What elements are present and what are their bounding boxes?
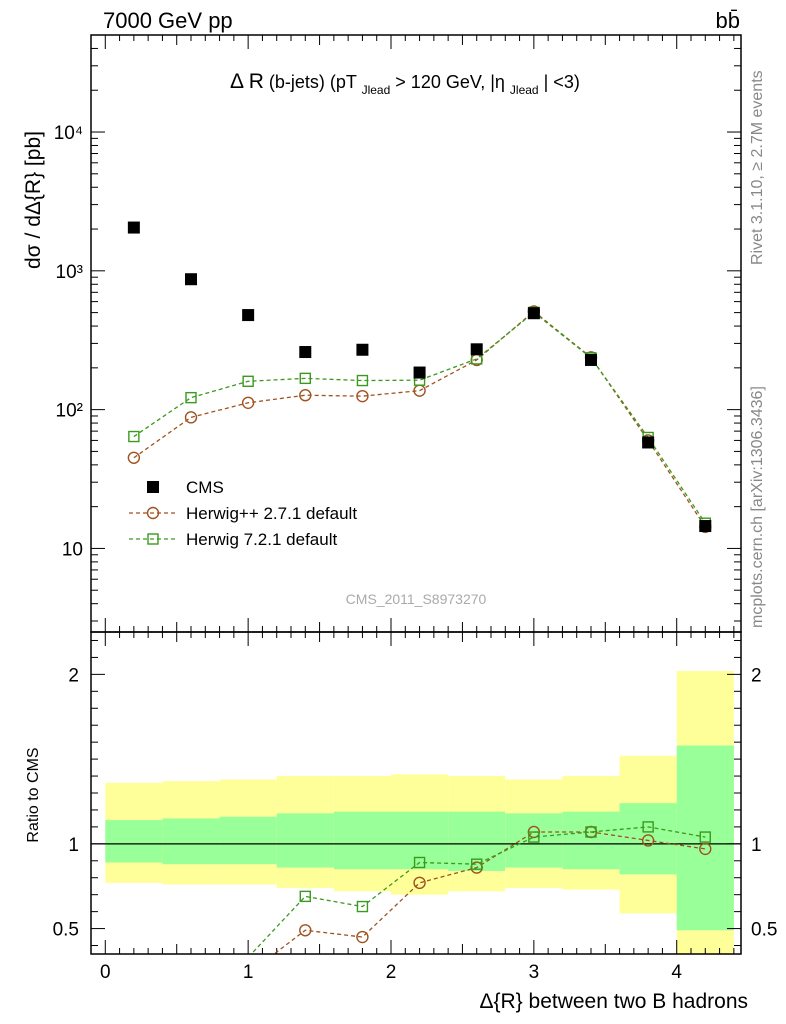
title-part-d: | <3): [544, 72, 580, 92]
legend-marker: [147, 533, 159, 545]
data-point: [470, 343, 483, 356]
x-tick-label: 0: [100, 962, 111, 983]
ratio-point: [299, 890, 311, 903]
band-inner: [562, 811, 620, 870]
data-point: [127, 451, 141, 464]
ratio-point: [699, 831, 711, 843]
y-tick-label: 10: [62, 539, 83, 560]
band-inner: [162, 818, 220, 865]
y-tick-label: 0.5: [53, 920, 79, 941]
main-axis-ticks: 10 10² 10³ 10⁴: [54, 34, 741, 632]
plot-title: Δ R (b-jets) (pT Jlead > 120 GeV, |η Jle…: [230, 70, 580, 98]
data-point: [299, 372, 311, 385]
data-point: [356, 389, 369, 403]
ratio-point: [642, 821, 654, 833]
ratio-axis-ticks: 0 1 2 3 4 0.5 0.5 1 1 2 2: [53, 632, 777, 983]
legend-marker: [147, 481, 159, 493]
ratio-frame: [90, 631, 742, 955]
x-tick-label: 1: [243, 962, 254, 983]
series-line: [133, 311, 706, 524]
main-series: [127, 221, 712, 534]
band-inner: [505, 813, 563, 868]
data-point: [185, 391, 197, 404]
data-point: [413, 366, 426, 379]
title-part-b: (b-jets) (pT: [269, 72, 357, 92]
y-tick-label: 0.5: [751, 920, 777, 941]
header-left: 7000 GeV pp: [103, 8, 233, 33]
y-tick-label: 1: [68, 835, 79, 856]
y-tick-label: 10²: [56, 401, 83, 422]
band-inner: [219, 816, 277, 865]
ratio-y-axis-label: Ratio to CMS: [25, 747, 42, 842]
ratio-point: [413, 876, 426, 890]
ratio-point: [299, 924, 312, 937]
band-inner: [276, 813, 334, 868]
y-tick-label: 10⁴: [54, 123, 83, 144]
data-point: [642, 436, 655, 449]
title-part-c: > 120 GeV, |η: [395, 72, 505, 92]
data-point: [242, 309, 255, 322]
ratio-point: [585, 826, 597, 838]
band-inner: [676, 745, 734, 931]
data-point: [356, 374, 369, 387]
legend-label: Herwig 7.2.1 default: [186, 530, 337, 549]
band-inner: [105, 820, 163, 863]
data-point: [128, 430, 140, 443]
x-tick-label: 2: [386, 962, 397, 983]
data-point: [527, 307, 540, 320]
title-sub-1: Jlead: [362, 83, 391, 97]
data-point: [185, 273, 197, 286]
ratio-bands: [91, 670, 741, 954]
band-inner: [448, 811, 506, 871]
header-right: bb̄: [716, 8, 740, 33]
band-inner: [333, 811, 391, 870]
band-inner: [391, 811, 449, 870]
y-tick-label: 2: [68, 665, 79, 686]
legend-marker: [146, 506, 160, 520]
ratio-point: [471, 858, 483, 870]
title-sub-2: Jlead: [510, 83, 539, 97]
data-point: [299, 389, 312, 402]
mcplots-label: mcplots.cern.ch [arXiv:1306.3436]: [749, 386, 766, 628]
data-point: [184, 411, 198, 424]
ratio-series: [250, 821, 712, 954]
rivet-label: Rivet 3.1.10, ≥ 2.7M events: [749, 70, 766, 265]
data-point: [241, 396, 255, 409]
ratio-point: [528, 831, 540, 843]
ratio-point: [641, 834, 655, 847]
ratio-point: [413, 856, 426, 869]
ratio-point: [699, 842, 712, 856]
ratio-line: [250, 826, 706, 954]
data-point: [127, 221, 140, 234]
data-point: [242, 375, 254, 387]
data-point: [699, 520, 712, 533]
ratio-point: [356, 930, 369, 944]
band-inner: [619, 803, 677, 875]
data-point: [356, 343, 369, 356]
y-tick-label: 1: [751, 835, 762, 856]
x-tick-label: 3: [529, 962, 540, 983]
legend-label: CMS: [186, 478, 224, 497]
title-part-a: Δ R: [230, 70, 264, 93]
legend-label: Herwig++ 2.7.1 default: [186, 504, 357, 523]
main-y-axis-label: dσ / dΔ{R} [pb]: [22, 131, 45, 269]
legend: CMS Herwig++ 2.7.1 default Herwig 7.2.1 de…: [129, 478, 357, 549]
data-point: [585, 353, 597, 366]
ratio-point: [356, 900, 369, 913]
analysis-watermark: CMS_2011_S8973270: [346, 591, 487, 607]
x-axis-label: Δ{R} between two B hadrons: [479, 990, 748, 1013]
data-point: [299, 346, 312, 359]
y-tick-label: 2: [751, 665, 762, 686]
x-tick-label: 4: [671, 962, 682, 983]
y-tick-label: 10³: [56, 262, 83, 283]
